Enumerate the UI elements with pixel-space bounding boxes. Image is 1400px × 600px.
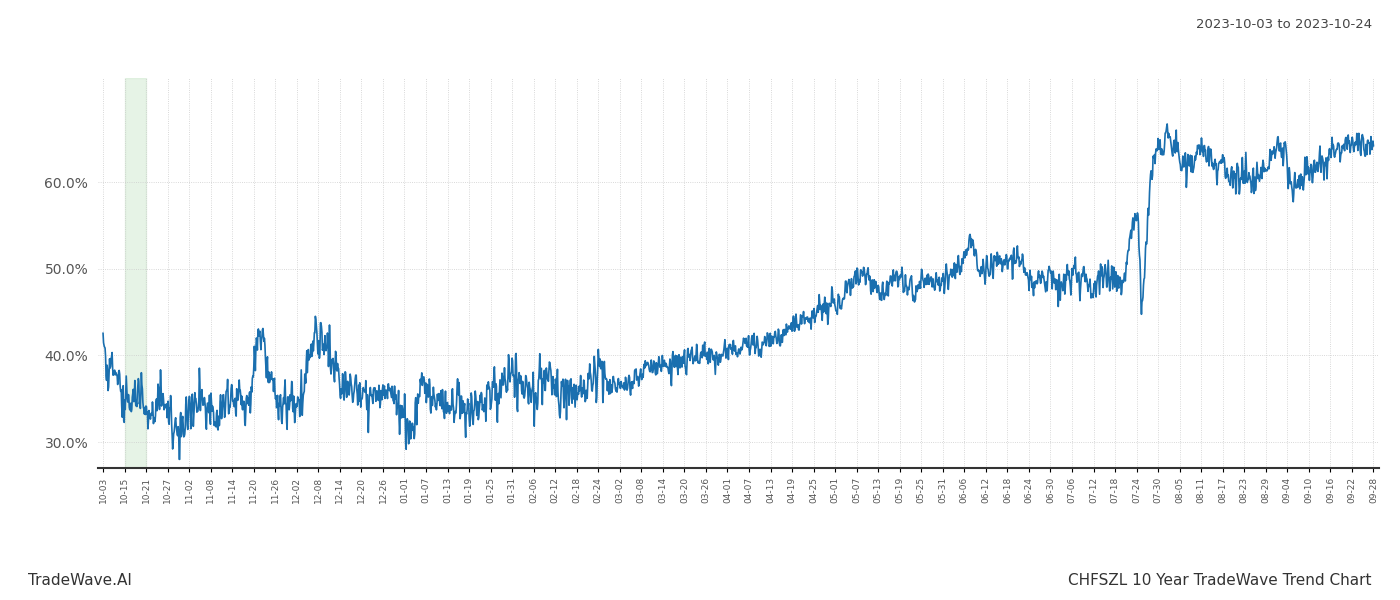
Bar <box>125 78 146 468</box>
Text: TradeWave.AI: TradeWave.AI <box>28 573 132 588</box>
Text: 2023-10-03 to 2023-10-24: 2023-10-03 to 2023-10-24 <box>1196 18 1372 31</box>
Text: CHFSZL 10 Year TradeWave Trend Chart: CHFSZL 10 Year TradeWave Trend Chart <box>1068 573 1372 588</box>
